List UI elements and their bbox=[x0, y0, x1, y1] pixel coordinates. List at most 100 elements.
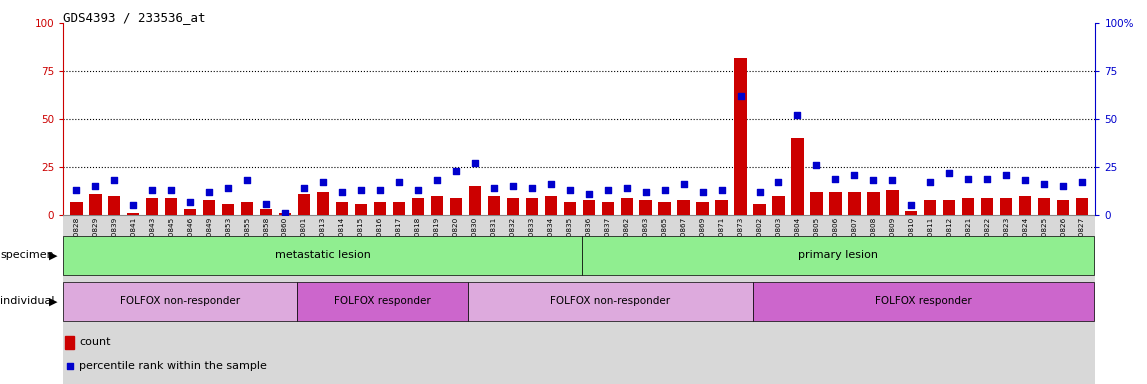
Bar bbox=[582, 236, 1094, 275]
Point bbox=[428, 177, 446, 184]
Bar bbox=[601, 202, 614, 215]
Bar bbox=[829, 192, 842, 215]
Bar bbox=[450, 198, 462, 215]
Point bbox=[466, 160, 484, 166]
Point bbox=[599, 187, 617, 193]
Bar bbox=[981, 198, 993, 215]
Bar bbox=[943, 200, 955, 215]
Bar bbox=[905, 211, 918, 215]
Bar bbox=[810, 192, 822, 215]
Point bbox=[732, 93, 750, 99]
Bar bbox=[772, 196, 785, 215]
Point bbox=[903, 202, 921, 209]
Text: count: count bbox=[79, 337, 110, 347]
Bar bbox=[65, 336, 73, 349]
Point bbox=[921, 179, 939, 185]
Bar bbox=[392, 202, 405, 215]
Point bbox=[1035, 181, 1053, 187]
Bar bbox=[752, 282, 1094, 321]
Point bbox=[845, 172, 864, 178]
Bar bbox=[734, 58, 747, 215]
Point bbox=[997, 172, 1015, 178]
Bar bbox=[621, 198, 633, 215]
Point bbox=[655, 187, 673, 193]
Bar bbox=[468, 282, 752, 321]
Bar bbox=[260, 209, 272, 215]
Bar bbox=[583, 200, 595, 215]
Bar bbox=[924, 200, 936, 215]
Point bbox=[162, 187, 180, 193]
Text: FOLFOX non-responder: FOLFOX non-responder bbox=[551, 296, 671, 306]
Point bbox=[807, 162, 826, 168]
Point bbox=[200, 189, 218, 195]
Point bbox=[770, 179, 788, 185]
Point bbox=[1054, 183, 1072, 189]
Bar bbox=[89, 194, 102, 215]
Point bbox=[959, 175, 977, 182]
Point bbox=[485, 185, 504, 191]
Bar bbox=[241, 202, 253, 215]
Point bbox=[694, 189, 712, 195]
Bar bbox=[469, 186, 481, 215]
Point bbox=[333, 189, 351, 195]
Bar bbox=[70, 202, 83, 215]
Point bbox=[390, 179, 408, 185]
Bar bbox=[108, 196, 120, 215]
Point bbox=[883, 177, 902, 184]
Text: individual: individual bbox=[0, 296, 55, 306]
Bar bbox=[507, 198, 518, 215]
Text: FOLFOX responder: FOLFOX responder bbox=[335, 296, 431, 306]
Point bbox=[504, 183, 522, 189]
Bar bbox=[1000, 198, 1013, 215]
Point bbox=[864, 177, 882, 184]
Point bbox=[1072, 179, 1091, 185]
Point bbox=[541, 181, 560, 187]
Point bbox=[314, 179, 333, 185]
Bar bbox=[640, 200, 651, 215]
Point bbox=[788, 112, 806, 118]
Text: FOLFOX responder: FOLFOX responder bbox=[875, 296, 972, 306]
Bar bbox=[412, 198, 424, 215]
Bar bbox=[63, 282, 297, 321]
Point bbox=[106, 177, 124, 184]
Bar bbox=[184, 209, 196, 215]
Text: primary lesion: primary lesion bbox=[798, 250, 879, 260]
Point bbox=[523, 185, 541, 191]
Point bbox=[617, 185, 635, 191]
Bar bbox=[1019, 196, 1031, 215]
Point bbox=[143, 187, 162, 193]
Bar bbox=[63, 236, 582, 275]
Bar bbox=[1056, 200, 1069, 215]
Bar bbox=[297, 282, 468, 321]
Bar bbox=[374, 202, 387, 215]
Bar bbox=[887, 190, 898, 215]
Text: percentile rank within the sample: percentile rank within the sample bbox=[79, 361, 267, 371]
Bar bbox=[165, 198, 178, 215]
Point bbox=[941, 170, 959, 176]
Bar bbox=[791, 138, 804, 215]
Bar bbox=[127, 213, 140, 215]
Text: ▶: ▶ bbox=[49, 250, 57, 260]
Bar bbox=[336, 202, 349, 215]
Bar bbox=[223, 204, 234, 215]
Bar bbox=[716, 200, 727, 215]
Bar bbox=[354, 204, 367, 215]
Bar bbox=[563, 202, 576, 215]
Point bbox=[561, 187, 579, 193]
Point bbox=[68, 187, 86, 193]
Point bbox=[674, 181, 693, 187]
Bar bbox=[962, 198, 975, 215]
Bar bbox=[279, 213, 291, 215]
Point bbox=[579, 191, 598, 197]
Point bbox=[1016, 177, 1035, 184]
Bar bbox=[431, 196, 443, 215]
Bar bbox=[1038, 198, 1051, 215]
Bar bbox=[658, 202, 671, 215]
Point bbox=[237, 177, 256, 184]
Bar bbox=[1076, 198, 1089, 215]
Point bbox=[124, 202, 142, 209]
Point bbox=[219, 185, 237, 191]
Bar bbox=[203, 200, 216, 215]
Bar bbox=[298, 194, 310, 215]
Point bbox=[257, 200, 275, 207]
